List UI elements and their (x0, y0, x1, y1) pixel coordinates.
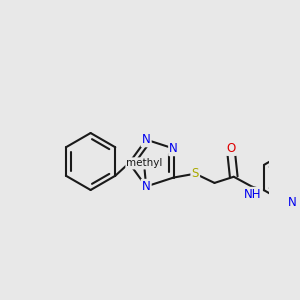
Text: S: S (192, 167, 199, 180)
Text: N: N (142, 133, 151, 146)
Text: methyl: methyl (126, 158, 163, 168)
Text: N: N (142, 180, 151, 193)
Text: O: O (227, 142, 236, 155)
Text: NH: NH (244, 188, 262, 201)
Text: N: N (288, 196, 297, 209)
Text: N: N (169, 142, 178, 155)
